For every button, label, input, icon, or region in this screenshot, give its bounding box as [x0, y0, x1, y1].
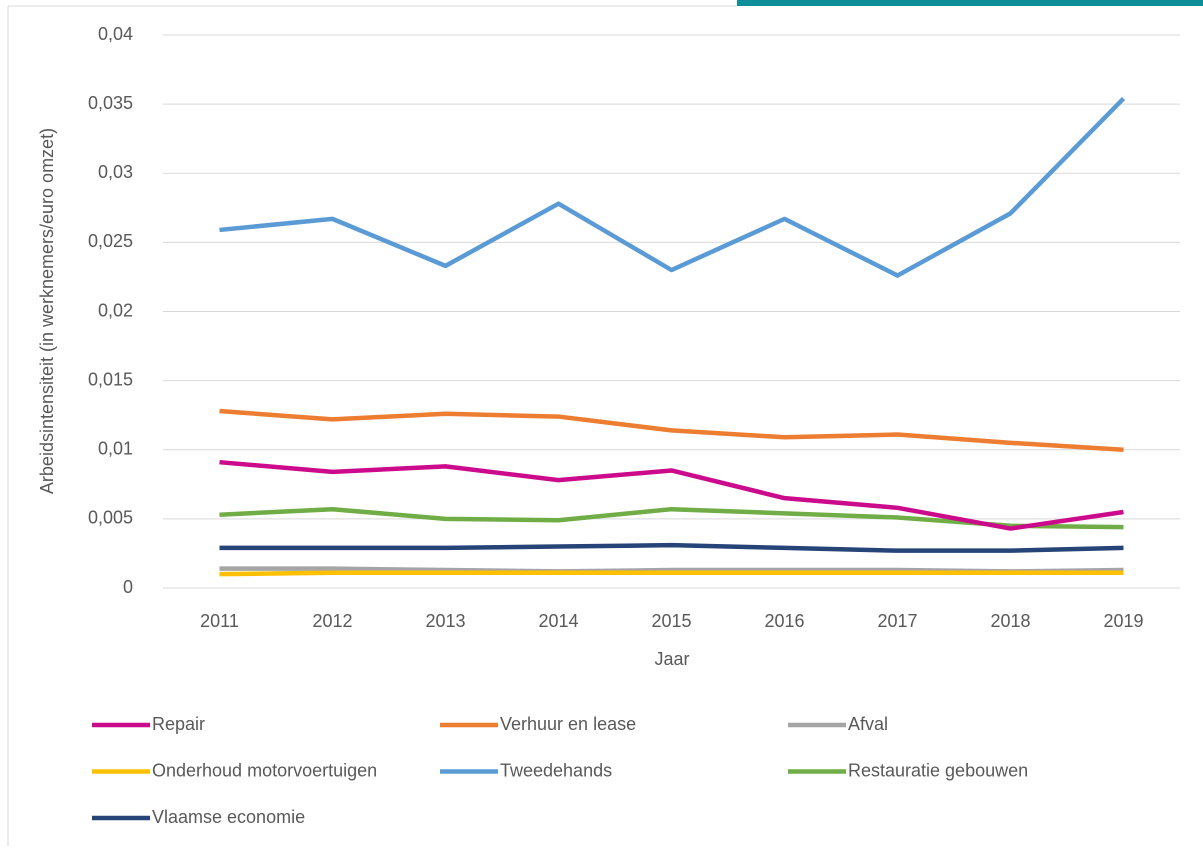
series-line [219, 570, 1124, 577]
series-line [219, 459, 1124, 531]
y-tick-label: 0,005 [88, 508, 133, 528]
y-tick-label: 0,015 [88, 369, 133, 389]
y-tick-label: 0,025 [88, 231, 133, 251]
y-tick-label: 0 [123, 577, 133, 597]
x-tick-label: 2011 [200, 611, 239, 631]
legend-label: Repair [152, 714, 205, 734]
y-axis-title: Arbeidsintensiteit (in werknemers/euro o… [37, 128, 57, 494]
x-tick-label: 2016 [764, 611, 804, 631]
series-line [219, 97, 1126, 278]
legend-label: Afval [848, 714, 888, 734]
y-tick-label: 0,035 [88, 93, 133, 113]
x-tick-label: 2019 [1103, 611, 1143, 631]
legend-label: Verhuur en lease [500, 714, 636, 734]
x-tick-label: 2012 [312, 611, 352, 631]
legend-label: Vlaamse economie [152, 807, 305, 827]
legend-label: Tweedehands [500, 760, 612, 780]
legend-label: Onderhoud motorvoertuigen [152, 760, 377, 780]
y-tick-label: 0,04 [98, 24, 133, 44]
y-tick-label: 0,02 [98, 300, 133, 320]
legend-label: Restauratie gebouwen [848, 760, 1028, 780]
x-axis-title: Jaar [654, 649, 689, 669]
y-tick-label: 0,03 [98, 162, 133, 182]
y-tick-label: 0,01 [98, 439, 133, 459]
x-tick-label: 2017 [877, 611, 917, 631]
x-tick-label: 2013 [425, 611, 465, 631]
header-band [737, 0, 1203, 6]
series-line [219, 408, 1124, 452]
x-tick-label: 2018 [990, 611, 1030, 631]
series-line [219, 542, 1124, 553]
x-tick-label: 2015 [651, 611, 691, 631]
x-tick-label: 2014 [538, 611, 578, 631]
